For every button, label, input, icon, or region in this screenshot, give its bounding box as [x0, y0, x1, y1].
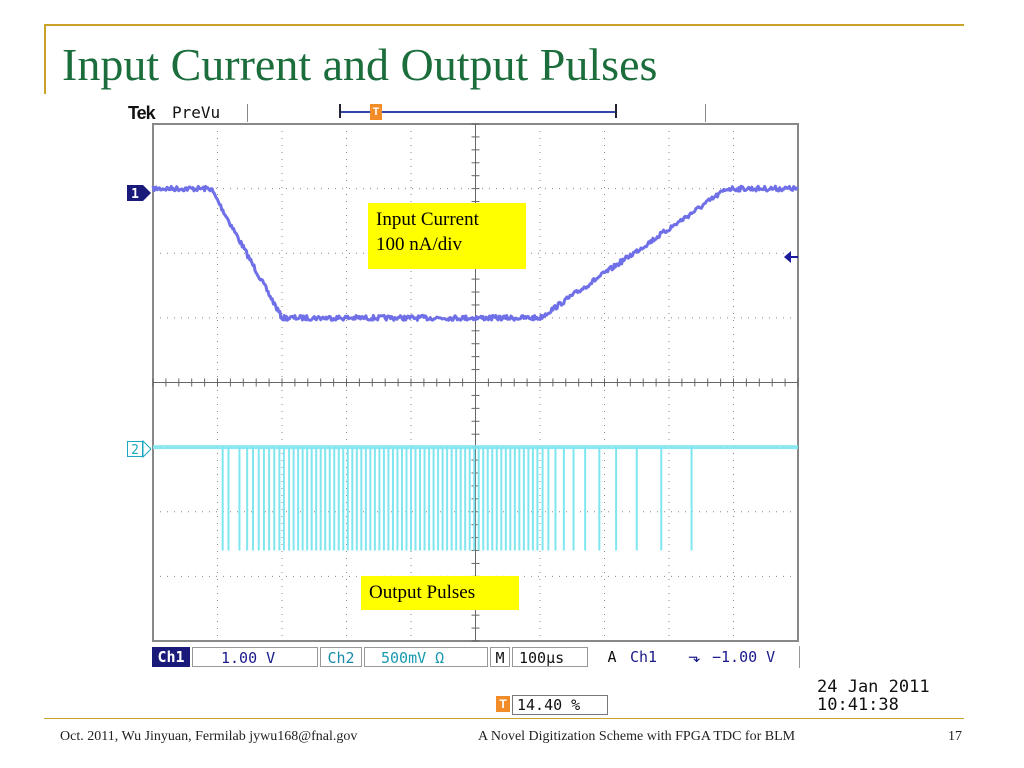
- tek-logo: Tek: [128, 103, 156, 123]
- ch2-waveform: [153, 445, 798, 551]
- ch1-waveform: [151, 184, 799, 322]
- ch2-marker-label: 2: [131, 443, 139, 458]
- ch1-ground-marker-icon: 1: [127, 185, 151, 202]
- acquisition-mode: PreVu: [172, 103, 221, 122]
- record-tick-left: [247, 104, 248, 122]
- output-pulses-annotation: Output Pulses: [361, 576, 519, 610]
- trigger-level-arrow-icon: [784, 251, 798, 263]
- ch1-button[interactable]: Ch1: [152, 647, 190, 667]
- capture-date: 24 Jan 2011: [817, 677, 930, 697]
- input-current-label: Input Current: [376, 209, 479, 230]
- ch2-button[interactable]: Ch2: [320, 647, 362, 667]
- page-number: 17: [948, 729, 962, 744]
- record-trigger-icon: T: [370, 104, 382, 120]
- trigger-source: Ch1: [630, 648, 658, 666]
- title-rule-left: [44, 24, 46, 94]
- trigger-a-label: A: [607, 648, 617, 666]
- record-view-line: [339, 111, 615, 113]
- status-bar-frame: [150, 646, 800, 668]
- falling-edge-icon: ⬎: [688, 648, 701, 666]
- trigger-icon: T: [496, 696, 510, 712]
- ch1-trace: [151, 184, 799, 322]
- input-current-annotation: Input Current 100 nA/div: [368, 203, 526, 269]
- title-rule-top: [44, 24, 964, 26]
- trigger-position-value: 14.40 %: [512, 695, 608, 715]
- footer-rule: [44, 718, 964, 719]
- footer-talk-title: A Novel Digitization Scheme with FPGA TD…: [478, 729, 796, 744]
- scope-status-bar: Ch1 1.00 V Ch2 500mV Ω M 100µs A Ch1 ⬎ −…: [150, 647, 800, 669]
- timebase-value: 100µs: [512, 647, 588, 667]
- ch2-ground-marker-icon: 2: [127, 440, 151, 458]
- capture-time: 10:41:38: [817, 695, 899, 715]
- slide-title: Input Current and Output Pulses: [62, 39, 658, 90]
- record-tick-right: [705, 104, 706, 122]
- record-view-bracket: [339, 104, 617, 118]
- input-scale-label: 100 nA/div: [376, 234, 463, 255]
- ch1-marker-label: 1: [131, 187, 139, 202]
- ch1-scale: 1.00 V: [192, 647, 318, 667]
- trigger-level: −1.00 V: [712, 648, 776, 666]
- footer-author: Oct. 2011, Wu Jinyuan, Fermilab jywu168@…: [60, 729, 358, 744]
- main-timebase-label: M: [490, 647, 510, 667]
- ch2-scale: 500mV Ω: [364, 647, 488, 667]
